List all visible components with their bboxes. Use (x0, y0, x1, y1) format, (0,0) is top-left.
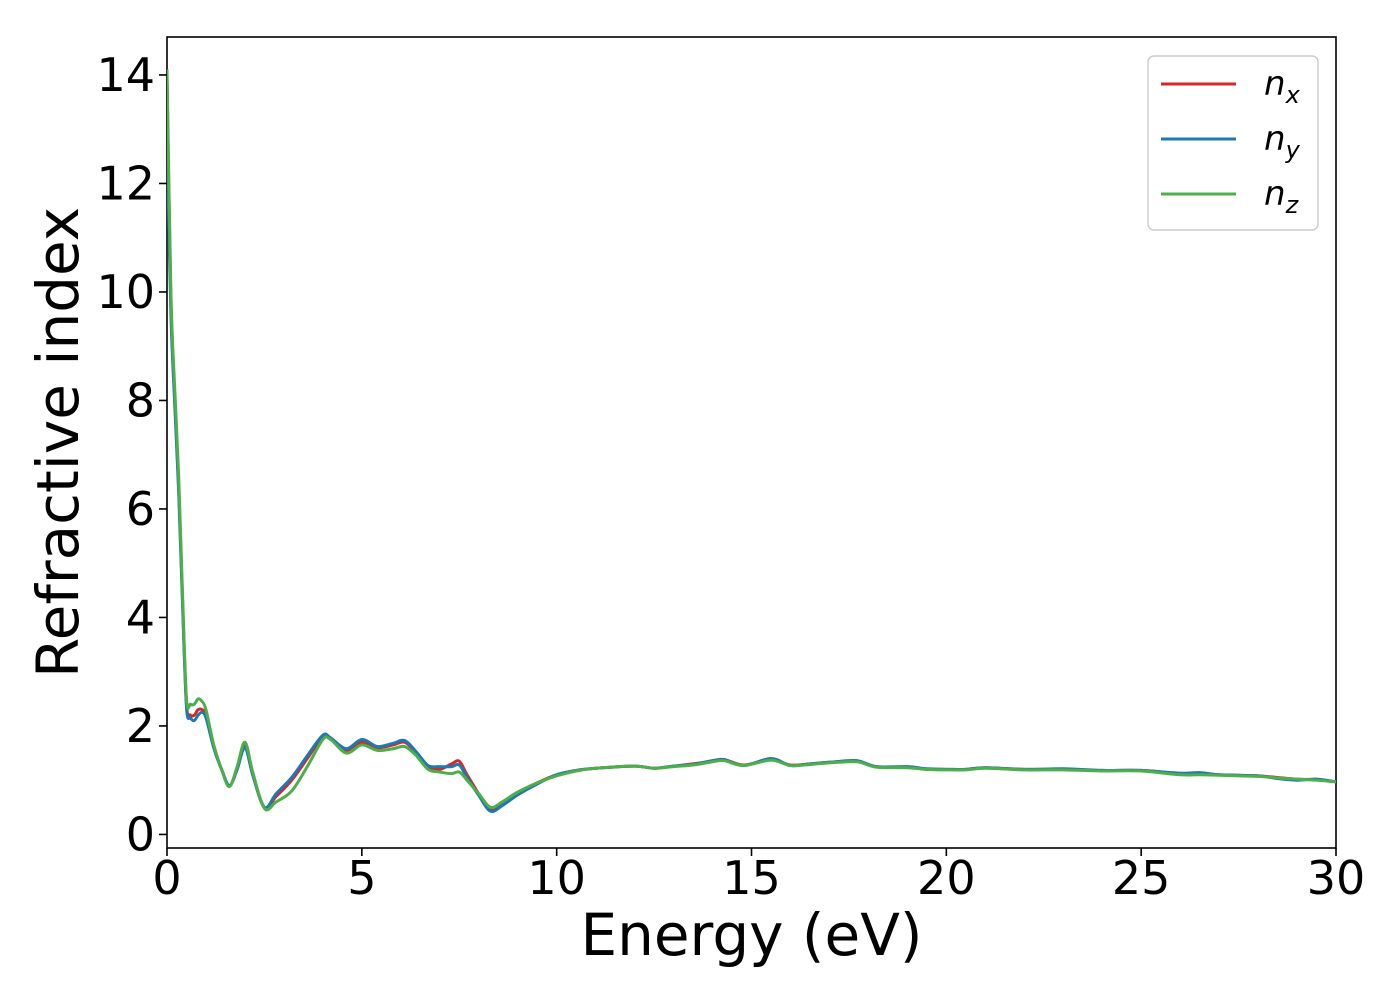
y-tick-label: 8 (126, 373, 155, 427)
y-tick-label: 10 (96, 265, 155, 319)
y-tick-label: 14 (96, 48, 155, 102)
legend-label-x: nx (1264, 64, 1301, 109)
x-tick-label: 0 (152, 851, 181, 905)
x-tick-label: 20 (917, 851, 976, 905)
series-line-y (167, 140, 1336, 813)
legend-label-y: ny (1264, 119, 1301, 164)
x-axis-ticks: 0 5 10 15 20 25 30 (152, 848, 1365, 905)
series-layer (167, 69, 1336, 813)
legend: nx ny nz (1147, 55, 1319, 231)
x-tick-label: 30 (1307, 851, 1366, 905)
y-axis-title: Refractive index (24, 207, 92, 678)
y-tick-label: 0 (126, 807, 155, 861)
y-tick-label: 12 (96, 156, 155, 210)
y-tick-label: 2 (126, 699, 155, 753)
x-tick-label: 10 (527, 851, 586, 905)
x-axis-title: Energy (eV) (580, 901, 922, 969)
series-line-z (167, 69, 1336, 812)
x-tick-label: 15 (722, 851, 781, 905)
x-tick-label: 25 (1112, 851, 1171, 905)
x-tick-label: 5 (347, 851, 376, 905)
y-tick-label: 6 (126, 482, 155, 536)
legend-label-z: nz (1264, 174, 1300, 219)
y-axis-ticks: 0 2 4 6 8 10 12 14 (96, 48, 167, 861)
legend-box (1147, 55, 1319, 231)
y-tick-label: 4 (126, 590, 155, 644)
